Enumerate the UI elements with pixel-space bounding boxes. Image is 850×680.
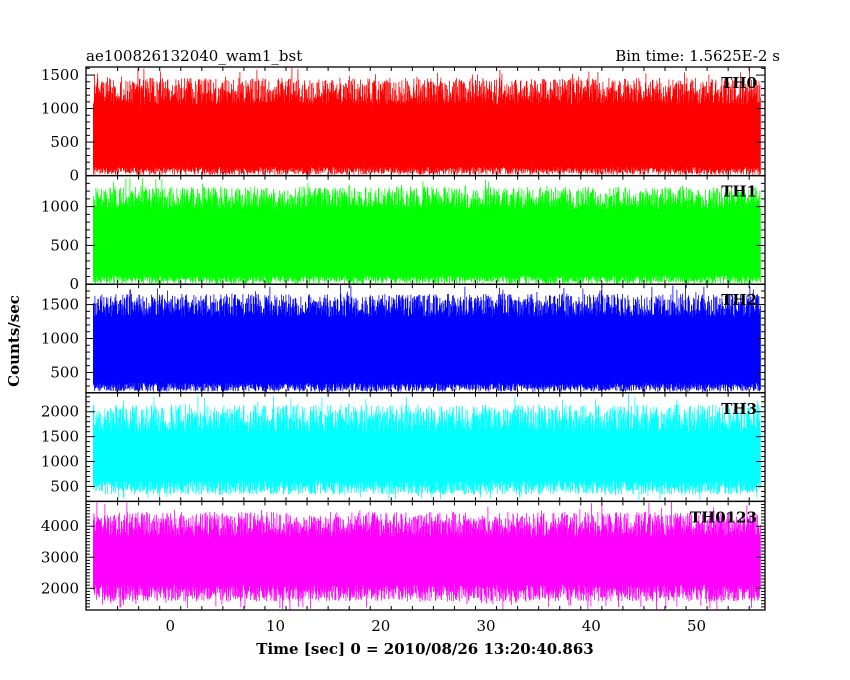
x-axis-label: Time [sec] 0 = 2010/08/26 13:20:40.863 [256, 640, 593, 658]
y-tick-label: 1000 [41, 330, 79, 348]
series-trace-th2 [93, 284, 761, 393]
x-tick-label: 20 [371, 617, 390, 635]
panel-label: TH2 [721, 291, 757, 309]
chart-title: ae100826132040_wam1_bst [86, 47, 302, 65]
x-tick-label: 30 [476, 617, 495, 635]
y-tick-label: 1500 [41, 428, 79, 446]
panel-label: TH1 [721, 183, 757, 201]
y-tick-label: 1500 [41, 66, 79, 84]
y-tick-label: 2000 [41, 579, 79, 597]
panel-th3: 500 1000 1500 2000 TH3 [41, 392, 766, 503]
x-tick-label: 40 [582, 617, 601, 635]
y-tick-label: 3000 [41, 548, 79, 566]
panel-th2: 500 1000 1500 TH2 [41, 283, 766, 394]
y-tick-label: 2000 [41, 403, 79, 421]
x-tick-label: 50 [687, 617, 706, 635]
y-tick-label: 1000 [41, 100, 79, 118]
y-tick-label: 1000 [41, 453, 79, 471]
panel-label: TH3 [721, 400, 757, 418]
panel-label: TH0123 [690, 508, 757, 526]
y-tick-label: 4000 [41, 517, 79, 535]
panel-label: TH0 [721, 74, 757, 92]
x-tick-label: 0 [165, 617, 175, 635]
panels-group: 0 500 1000 1500 TH0 0 500 1000 TH1 500 1000 1500 TH2… [41, 66, 766, 611]
panel-frame [85, 500, 766, 611]
panel-th1: 0 500 1000 TH1 [41, 174, 766, 293]
x-tick-label: 10 [266, 617, 285, 635]
panel-th0123: 2000 3000 4000 TH0123 [41, 500, 766, 611]
y-tick-label: 1000 [41, 198, 79, 216]
series-trace-th3 [93, 392, 761, 501]
panel-th0: 0 500 1000 1500 TH0 [41, 66, 766, 185]
series-trace-th0 [93, 67, 761, 176]
y-axis-label: Counts/sec [5, 295, 23, 387]
y-tick-label: 500 [50, 477, 79, 495]
y-tick-label: 1500 [41, 296, 79, 314]
series-trace-th1 [93, 177, 761, 285]
bin-time-label: Bin time: 1.5625E-2 s [615, 47, 780, 65]
y-tick-label: 0 [69, 167, 79, 185]
y-tick-label: 500 [50, 133, 79, 151]
series-trace-th0123 [93, 501, 761, 610]
y-tick-label: 0 [69, 275, 79, 293]
y-tick-label: 500 [50, 363, 79, 381]
x-axis-ticks: 0 10 20 30 40 50 [165, 617, 706, 635]
y-tick-label: 500 [50, 236, 79, 254]
